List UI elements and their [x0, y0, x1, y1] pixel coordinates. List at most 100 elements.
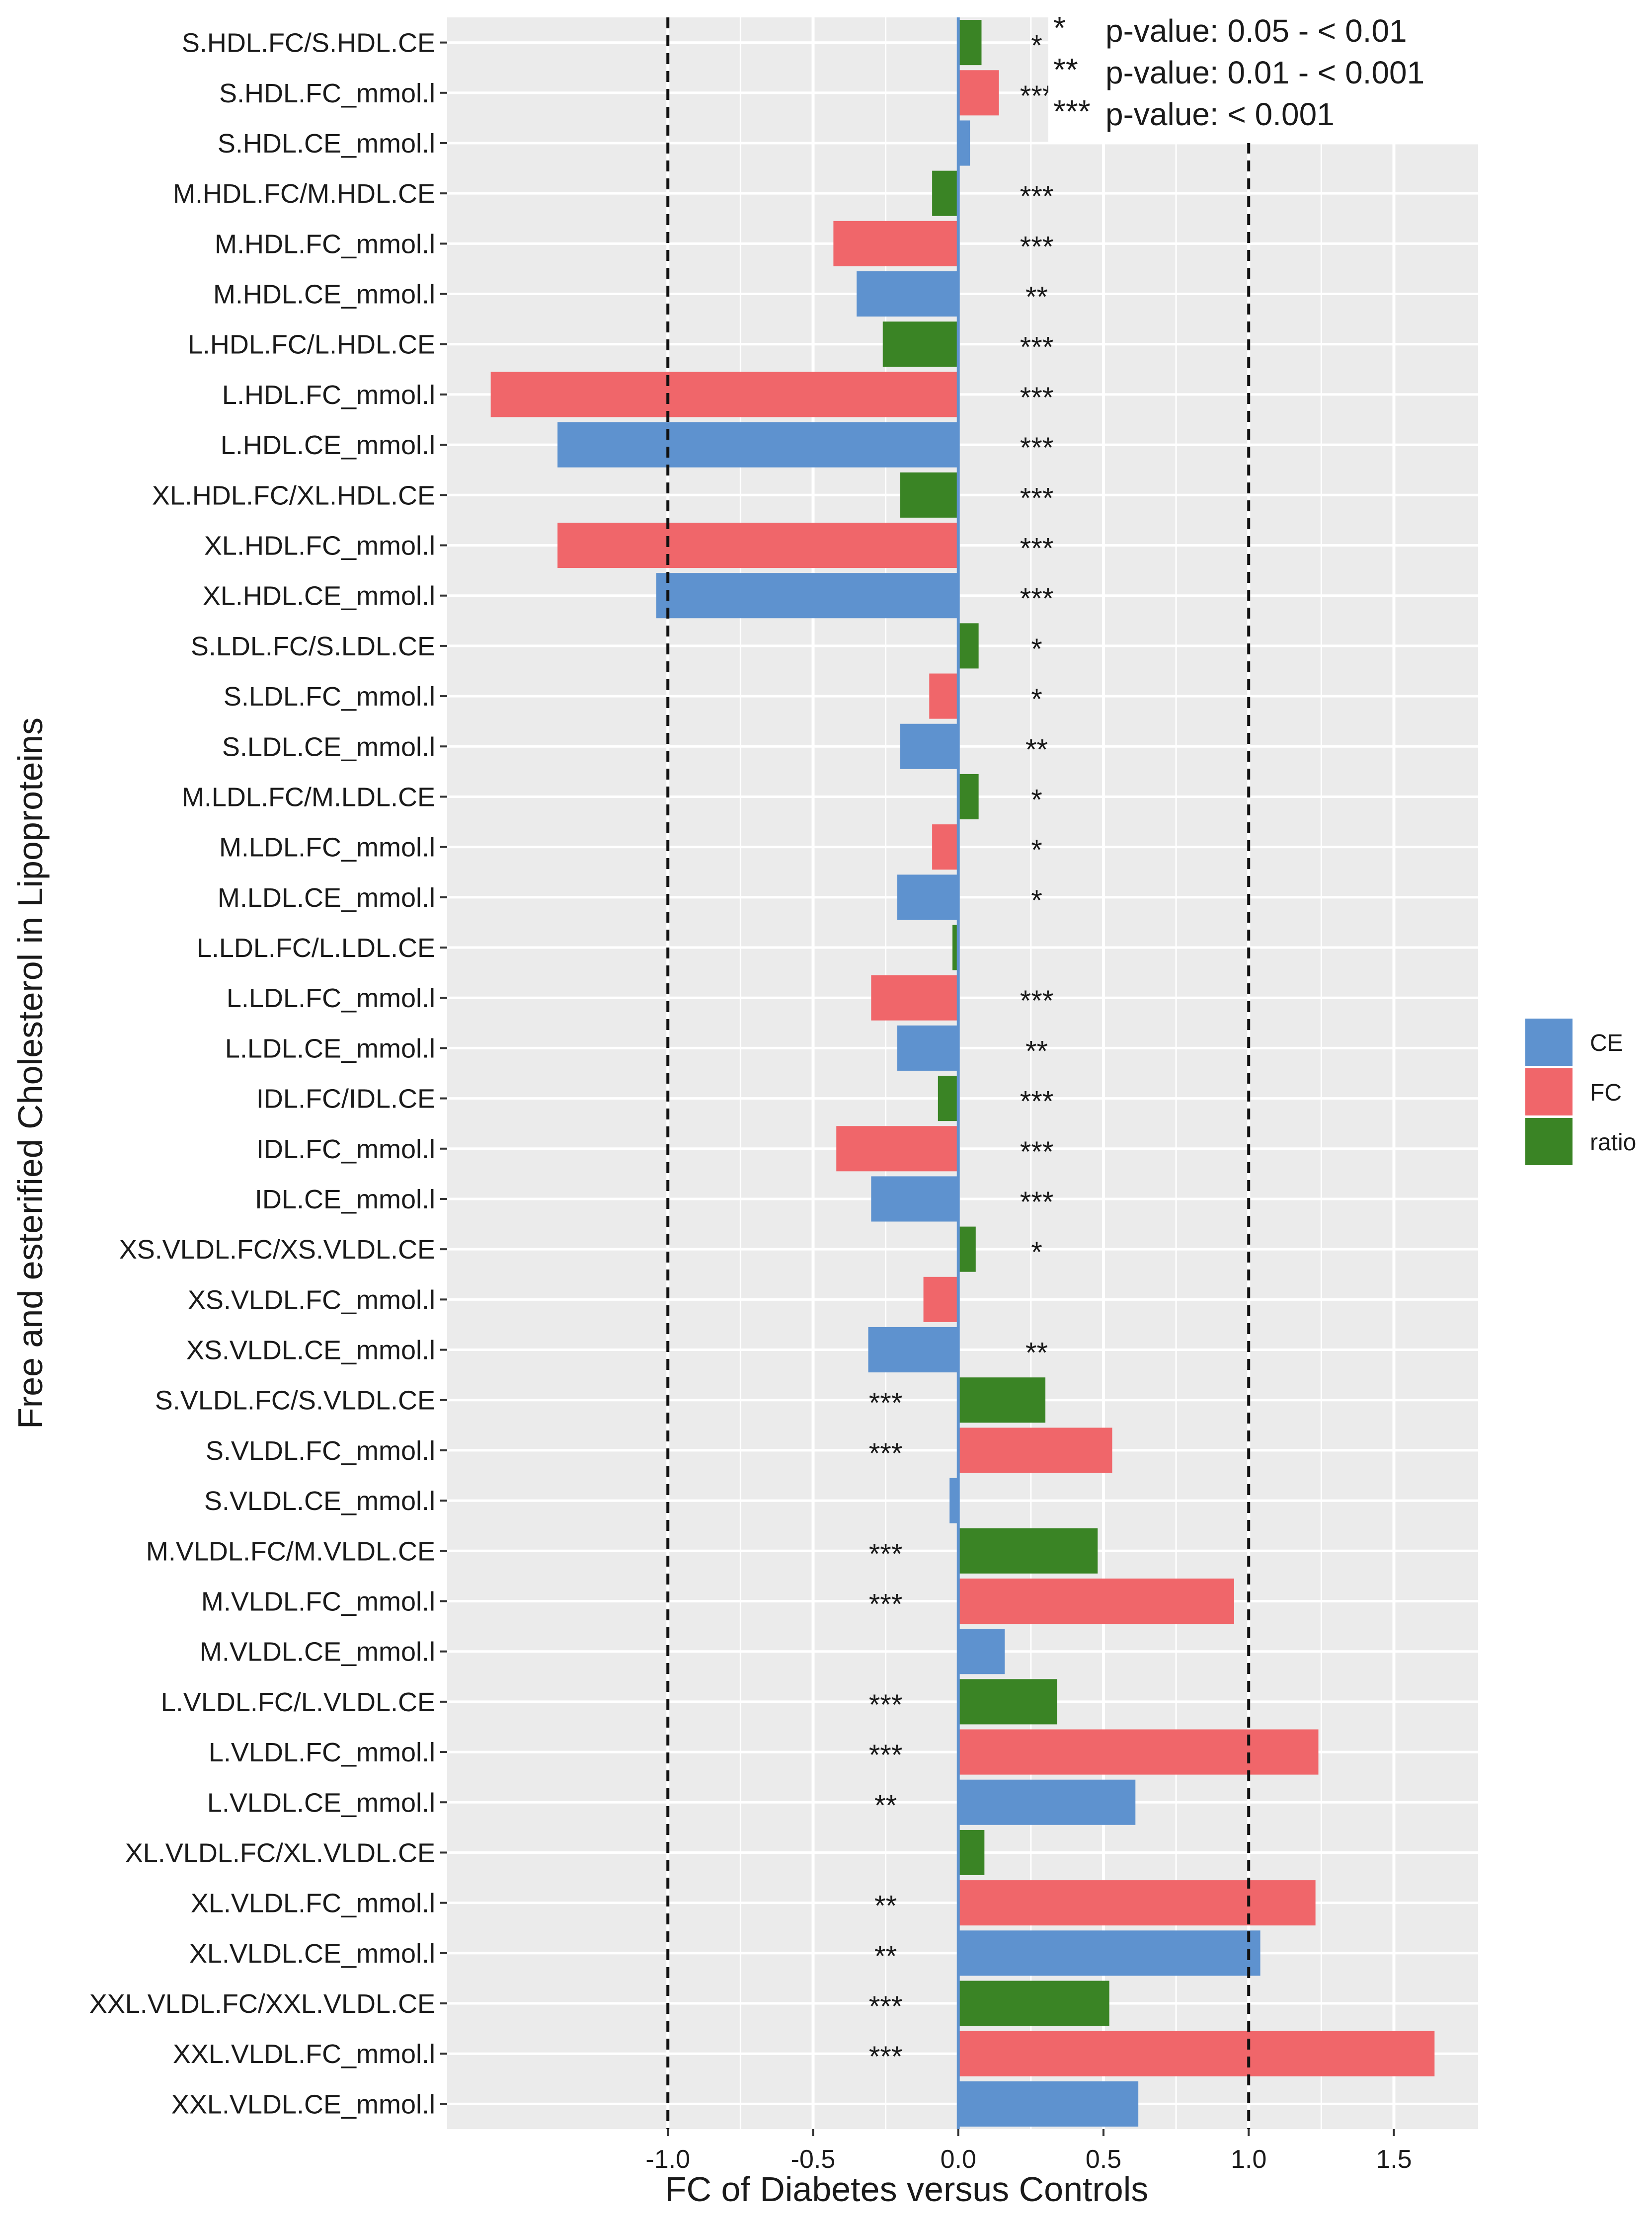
- y-tick-label-xs-vldl-ce-mmol-l: XS.VLDL.CE_mmol.l: [186, 1336, 435, 1365]
- bar-m-ldl-fc-mmol-l: [932, 824, 958, 870]
- y-tick-label-m-hdl-fc-mmol-l: M.HDL.FC_mmol.l: [215, 229, 435, 259]
- y-tick-label-xl-hdl-ce-mmol-l: XL.HDL.CE_mmol.l: [203, 581, 435, 611]
- y-tick-label-l-hdl-fc-mmol-l: L.HDL.FC_mmol.l: [222, 380, 435, 410]
- sig-mark-xl-vldl-ce-mmol-l: **: [874, 1940, 897, 1973]
- y-tick-label-s-hdl-fc-mmol-l: S.HDL.FC_mmol.l: [219, 79, 435, 108]
- y-tick-label-m-vldl-ce-mmol-l: M.VLDL.CE_mmol.l: [200, 1637, 435, 1667]
- y-tick-label-m-hdl-fc-m-hdl-ce: M.HDL.FC/M.HDL.CE: [173, 179, 435, 209]
- sig-mark-s-ldl-ce-mmol-l: **: [1025, 733, 1048, 766]
- y-tick-label-l-hdl-fc-l-hdl-ce: L.HDL.FC/L.HDL.CE: [188, 330, 435, 360]
- bar-s-hdl-ce-mmol-l: [958, 120, 970, 166]
- bar-xxl-vldl-fc-mmol-l: [958, 2031, 1435, 2076]
- sig-mark-m-ldl-fc-m-ldl-ce: *: [1031, 784, 1042, 816]
- y-tick-label-m-vldl-fc-m-vldl-ce: M.VLDL.FC/M.VLDL.CE: [146, 1536, 435, 1566]
- sig-mark-s-ldl-fc-mmol-l: *: [1031, 683, 1042, 715]
- y-axis: S.HDL.FC/S.HDL.CE S.HDL.FC_mmol.l S.HDL.CE…: [89, 28, 447, 2119]
- sig-mark-m-ldl-ce-mmol-l: *: [1031, 884, 1042, 917]
- y-tick-label-xs-vldl-fc-xs-vldl-ce: XS.VLDL.FC/XS.VLDL.CE: [119, 1235, 435, 1265]
- sig-mark-s-ldl-fc-s-ldl-ce: *: [1031, 633, 1042, 665]
- y-tick-label-s-vldl-fc-s-vldl-ce: S.VLDL.FC/S.VLDL.CE: [155, 1386, 435, 1416]
- y-tick-label-m-vldl-fc-mmol-l: M.VLDL.FC_mmol.l: [201, 1587, 435, 1617]
- bar-l-vldl-fc-mmol-l: [958, 1729, 1319, 1775]
- bar-l-hdl-fc-l-hdl-ce: [882, 321, 958, 367]
- y-tick-label-s-vldl-fc-mmol-l: S.VLDL.FC_mmol.l: [206, 1436, 435, 1466]
- y-tick-label-xxl-vldl-fc-xxl-vldl-ce: XXL.VLDL.FC/XXL.VLDL.CE: [89, 1989, 435, 2019]
- bar-xl-hdl-ce-mmol-l: [656, 573, 958, 619]
- y-tick-label-idl-ce-mmol-l: IDL.CE_mmol.l: [255, 1185, 435, 1214]
- sig-mark-l-vldl-fc-mmol-l: ***: [869, 1739, 903, 1771]
- y-tick-label-xl-vldl-fc-mmol-l: XL.VLDL.FC_mmol.l: [191, 1889, 435, 1918]
- bars: [490, 17, 1435, 2129]
- bar-idl-fc-mmol-l: [836, 1126, 958, 1172]
- sig-mark-l-vldl-ce-mmol-l: **: [874, 1789, 897, 1822]
- bar-xs-vldl-fc-xs-vldl-ce: [958, 1226, 976, 1272]
- sig-mark-idl-ce-mmol-l: ***: [1020, 1186, 1054, 1218]
- x-axis: -1.0 -0.5 0.0 0.5 1.0 1.5: [645, 2129, 1412, 2174]
- sig-mark-l-hdl-fc-l-hdl-ce: ***: [1020, 331, 1054, 364]
- sig-key-label-3: p-value: < 0.001: [1105, 96, 1335, 132]
- y-tick-label-l-ldl-fc-l-ldl-ce: L.LDL.FC/L.LDL.CE: [197, 933, 435, 963]
- bar-idl-ce-mmol-l: [871, 1176, 958, 1222]
- x-tick-label: 1.5: [1376, 2145, 1412, 2174]
- bar-m-vldl-fc-m-vldl-ce: [958, 1528, 1098, 1574]
- x-axis-title: FC of Diabetes versus Controls: [665, 2170, 1149, 2209]
- y-tick-label-l-hdl-ce-mmol-l: L.HDL.CE_mmol.l: [221, 430, 435, 460]
- y-tick-label-m-ldl-fc-m-ldl-ce: M.LDL.FC/M.LDL.CE: [182, 782, 435, 812]
- y-tick-label-s-ldl-ce-mmol-l: S.LDL.CE_mmol.l: [222, 732, 435, 762]
- legend-label-ratio: ratio: [1590, 1129, 1636, 1156]
- y-tick-label-l-vldl-ce-mmol-l: L.VLDL.CE_mmol.l: [207, 1788, 435, 1818]
- sig-mark-m-vldl-fc-m-vldl-ce: ***: [869, 1538, 903, 1570]
- bar-xl-vldl-fc-mmol-l: [958, 1880, 1316, 1926]
- sig-mark-idl-fc-mmol-l: ***: [1020, 1136, 1054, 1168]
- significance-marks: ****************************************…: [869, 30, 1054, 2073]
- bar-xl-hdl-fc-mmol-l: [557, 522, 958, 568]
- y-tick-label-s-hdl-fc-s-hdl-ce: S.HDL.FC/S.HDL.CE: [182, 28, 435, 58]
- x-tick-label: -0.5: [791, 2145, 836, 2174]
- sig-key-label-2: p-value: 0.01 - < 0.001: [1105, 55, 1424, 90]
- legend-swatch-ce: [1525, 1019, 1573, 1066]
- bar-m-ldl-fc-m-ldl-ce: [958, 774, 979, 819]
- bar-s-ldl-fc-mmol-l: [929, 673, 958, 719]
- y-tick-label-l-ldl-ce-mmol-l: L.LDL.CE_mmol.l: [225, 1033, 435, 1063]
- sig-mark-xs-vldl-ce-mmol-l: **: [1025, 1337, 1048, 1369]
- bar-l-vldl-fc-l-vldl-ce: [958, 1679, 1057, 1725]
- sig-mark-s-hdl-fc-mmol-l: ***: [1020, 80, 1054, 112]
- reference-lines: [666, 17, 1251, 2129]
- x-tick-label: 0.0: [941, 2145, 976, 2174]
- bar-l-ldl-ce-mmol-l: [897, 1025, 958, 1071]
- sig-mark-m-vldl-fc-mmol-l: ***: [869, 1588, 903, 1621]
- bar-l-ldl-fc-mmol-l: [871, 975, 958, 1021]
- plot-panel: [447, 17, 1478, 2129]
- bar-l-hdl-fc-mmol-l: [490, 372, 958, 417]
- bar-m-vldl-ce-mmol-l: [958, 1629, 1005, 1674]
- bar-xl-vldl-ce-mmol-l: [958, 1930, 1260, 1976]
- bar-s-hdl-fc-s-hdl-ce: [958, 20, 982, 66]
- sig-mark-s-vldl-fc-s-vldl-ce: ***: [869, 1387, 903, 1420]
- bar-l-ldl-fc-l-ldl-ce: [952, 925, 958, 970]
- legend-swatch-fc: [1525, 1068, 1573, 1115]
- sig-mark-xxl-vldl-fc-mmol-l: ***: [869, 2041, 903, 2073]
- bar-s-vldl-ce-mmol-l: [949, 1478, 958, 1523]
- significance-key-box: [1048, 11, 1478, 143]
- y-tick-label-m-ldl-fc-mmol-l: M.LDL.FC_mmol.l: [219, 833, 435, 863]
- sig-mark-xl-hdl-fc-xl-hdl-ce: ***: [1020, 482, 1054, 514]
- y-tick-label-s-vldl-ce-mmol-l: S.VLDL.CE_mmol.l: [204, 1486, 435, 1516]
- bar-m-ldl-ce-mmol-l: [897, 874, 958, 920]
- x-tick-label: 1.0: [1231, 2145, 1266, 2174]
- bar-m-hdl-fc-m-hdl-ce: [932, 170, 958, 216]
- sig-key-symbol-2: **: [1053, 52, 1078, 87]
- legend-swatch-ratio: [1525, 1118, 1573, 1165]
- y-tick-label-xs-vldl-fc-mmol-l: XS.VLDL.FC_mmol.l: [188, 1285, 435, 1315]
- sig-mark-m-hdl-fc-m-hdl-ce: ***: [1020, 180, 1054, 213]
- x-tick-label: 0.5: [1086, 2145, 1121, 2174]
- bar-l-hdl-ce-mmol-l: [557, 422, 958, 468]
- sig-mark-l-vldl-fc-l-vldl-ce: ***: [869, 1689, 903, 1721]
- bar-s-ldl-fc-s-ldl-ce: [958, 623, 979, 669]
- y-tick-label-idl-fc-idl-ce: IDL.FC/IDL.CE: [256, 1084, 435, 1114]
- x-tick-label: -1.0: [645, 2145, 690, 2174]
- sig-mark-m-hdl-ce-mmol-l: **: [1025, 281, 1048, 314]
- significance-key: * p-value: 0.05 - < 0.01 ** p-value: 0.0…: [1053, 10, 1424, 132]
- y-tick-label-s-hdl-ce-mmol-l: S.HDL.CE_mmol.l: [218, 129, 435, 159]
- y-tick-label-xl-vldl-fc-xl-vldl-ce: XL.VLDL.FC/XL.VLDL.CE: [125, 1838, 435, 1868]
- bar-xs-vldl-fc-mmol-l: [923, 1276, 958, 1322]
